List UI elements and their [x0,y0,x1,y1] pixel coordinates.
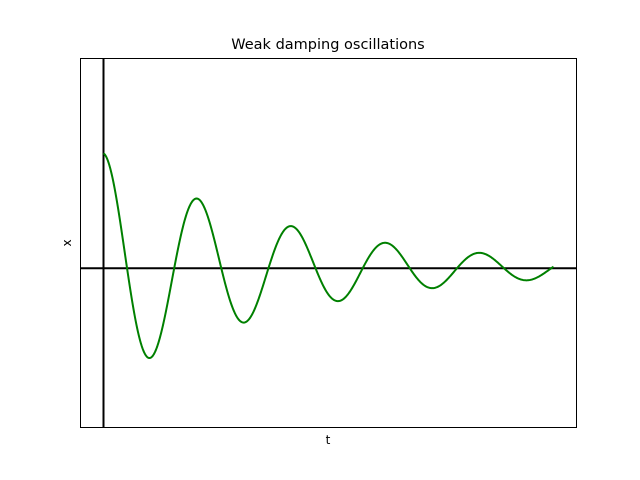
y-axis-label: x [60,239,74,246]
x-axis-label: t [326,433,331,447]
series-line-0 [102,152,555,360]
chart-title: Weak damping oscillations [231,37,424,53]
plot-area [81,59,576,427]
plot-frame [80,58,577,428]
